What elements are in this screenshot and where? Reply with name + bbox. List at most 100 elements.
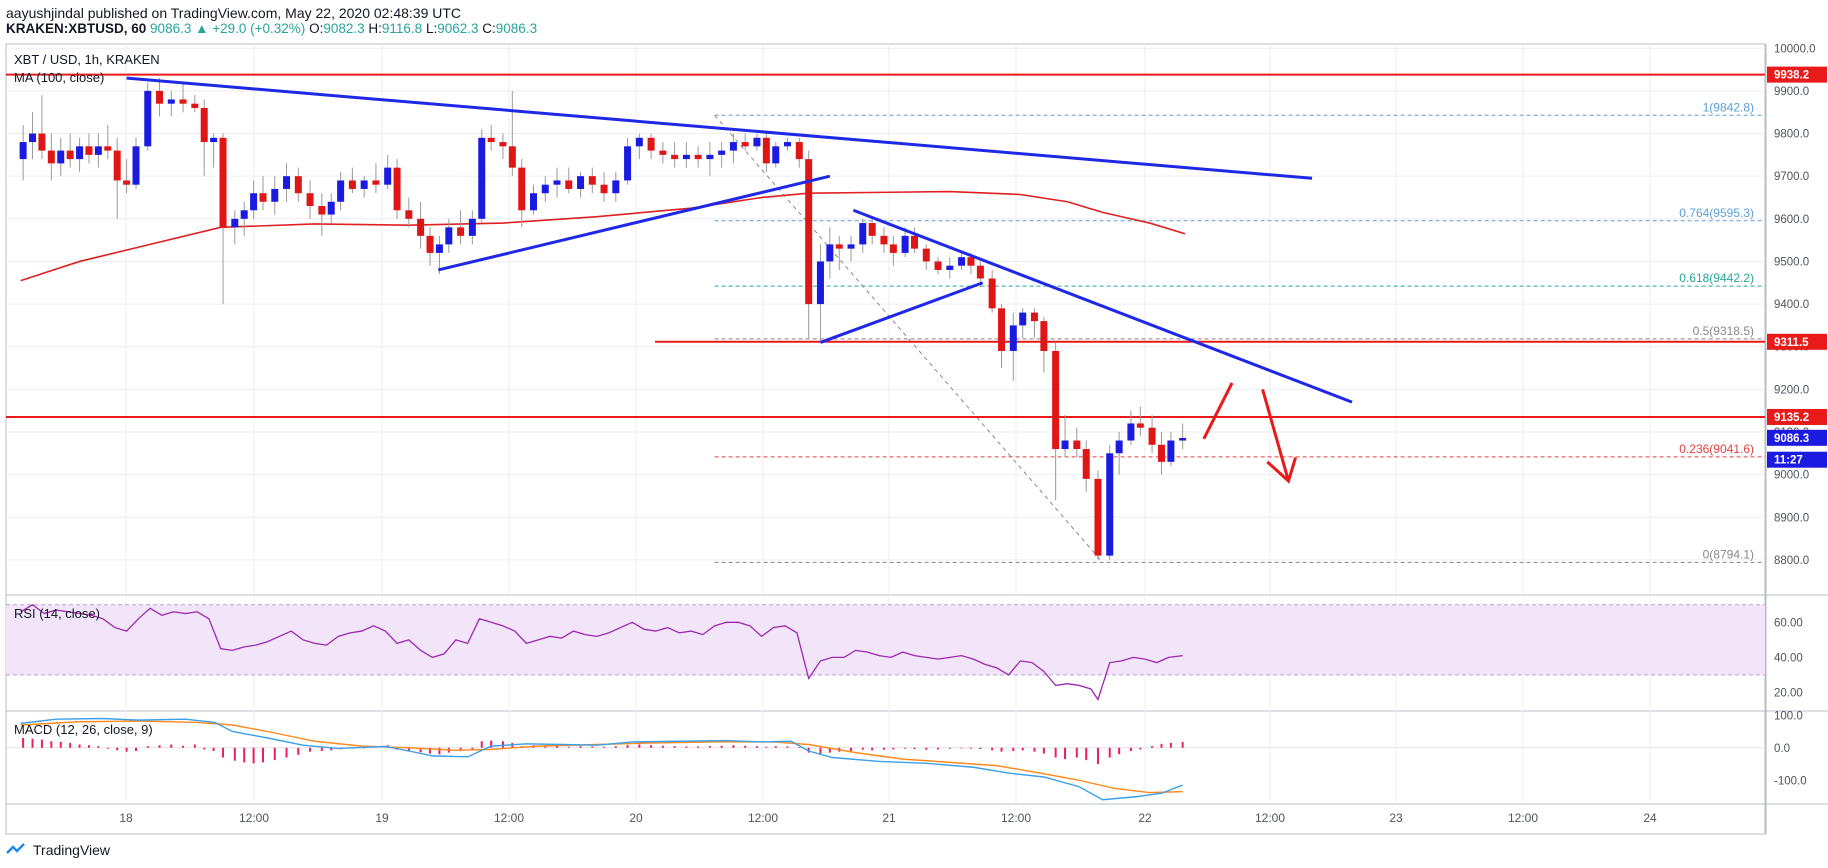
pair-legend: XBT / USD, 1h, KRAKEN [14, 52, 160, 67]
candle [694, 146, 702, 168]
rsi-legend: RSI (14, close) [14, 606, 100, 621]
candle [1157, 431, 1165, 475]
candle-body [435, 244, 443, 253]
projection-up-arrow [1202, 382, 1234, 440]
time-tick-label: 21 [882, 811, 896, 825]
candle [231, 210, 239, 245]
candle-body [250, 193, 258, 211]
price-tick-label: 9800.0 [1774, 129, 1809, 141]
candle [337, 171, 345, 211]
candle-body [156, 90, 164, 104]
candle [1127, 410, 1135, 445]
candle [518, 159, 526, 228]
candle [529, 184, 537, 215]
price-tag-label: 11:27 [1774, 455, 1803, 467]
candle-body [934, 261, 942, 270]
price-tag-label: 9135.2 [1774, 412, 1809, 424]
rsi-pane[interactable] [6, 603, 1765, 701]
open-value: 9082.3 [323, 21, 365, 36]
candle [294, 167, 302, 202]
candle-body [259, 193, 267, 202]
macd-pane[interactable] [6, 717, 1765, 801]
candle [445, 218, 453, 253]
candle [1115, 431, 1123, 475]
candle-body [29, 133, 37, 143]
candle [1082, 440, 1090, 492]
candle [191, 95, 199, 113]
author-name[interactable]: aayushjindal [6, 5, 84, 21]
candle-body [1148, 427, 1156, 445]
price-tag-label: 9938.2 [1774, 70, 1809, 82]
candle-body [47, 150, 55, 164]
candle-body [976, 265, 984, 279]
candle-body [240, 210, 248, 219]
candle-body [123, 180, 131, 185]
candle-body [372, 180, 380, 185]
candle-body [384, 167, 392, 185]
candle-body [508, 146, 516, 168]
price-tick-label: 8800.0 [1774, 555, 1809, 567]
candle-body [880, 235, 888, 245]
candle [57, 137, 65, 177]
price-tag [1767, 451, 1827, 468]
candle [706, 142, 714, 177]
price-pane[interactable]: 1(9842.8) 0.764(9595.3) 0.618(9442.2) 0.5(9… [6, 73, 1765, 563]
candle [487, 125, 495, 151]
chart-frame [5, 43, 1766, 835]
candle [47, 133, 55, 181]
candle-body [167, 99, 175, 104]
candle-body [360, 180, 368, 189]
candle [772, 142, 780, 168]
macd-legend: MACD (12, 26, close, 9) [14, 722, 153, 737]
candle-body [219, 137, 227, 228]
candle-body [624, 146, 632, 181]
candle-body [565, 180, 573, 189]
candle-body [499, 142, 507, 147]
candle [19, 125, 27, 181]
low-label: L: [425, 21, 438, 36]
candle [156, 78, 164, 117]
candle-body [816, 261, 824, 305]
candle-body [762, 137, 770, 164]
candle [753, 133, 761, 151]
candle-body [612, 180, 620, 194]
fib-level-label: 0.764(9595.3) [1679, 206, 1754, 220]
candle-body [753, 137, 761, 147]
candle-body [958, 257, 966, 266]
candle-body [541, 184, 549, 194]
candle-body [1082, 449, 1090, 479]
candle [372, 163, 380, 194]
time-tick-label: 12:00 [1001, 811, 1031, 825]
candle [659, 142, 667, 164]
grid-layer [5, 43, 1828, 835]
tradingview-logo-icon [6, 843, 25, 854]
candle [718, 142, 726, 168]
rsi-band [6, 604, 1765, 675]
candle-body [946, 265, 954, 270]
candle-body [529, 193, 537, 211]
candle-body [998, 308, 1006, 351]
candle-body [741, 142, 749, 147]
candle-body [57, 150, 65, 164]
time-tick-label: 24 [1643, 811, 1657, 825]
time-tick-label: 19 [375, 811, 389, 825]
candle [541, 176, 549, 202]
candle-body [85, 146, 93, 155]
candle [1061, 414, 1069, 458]
candle-body [113, 150, 121, 181]
candle [762, 133, 770, 172]
candle-body [889, 244, 897, 253]
candle-body [271, 188, 279, 202]
rsi-line [20, 603, 1183, 701]
high-value: 9116.8 [381, 21, 423, 36]
legend-layer: XBT / USD, 1h, KRAKEN MA (100, close) RS… [14, 52, 160, 737]
candle [1019, 308, 1027, 339]
candle-body [1073, 440, 1081, 450]
footer-brand[interactable]: TradingView [6, 842, 110, 858]
candle-body [19, 142, 27, 160]
candle-body [445, 227, 453, 245]
candle [94, 133, 102, 168]
rsi-tick-label: 40.00 [1774, 652, 1803, 664]
